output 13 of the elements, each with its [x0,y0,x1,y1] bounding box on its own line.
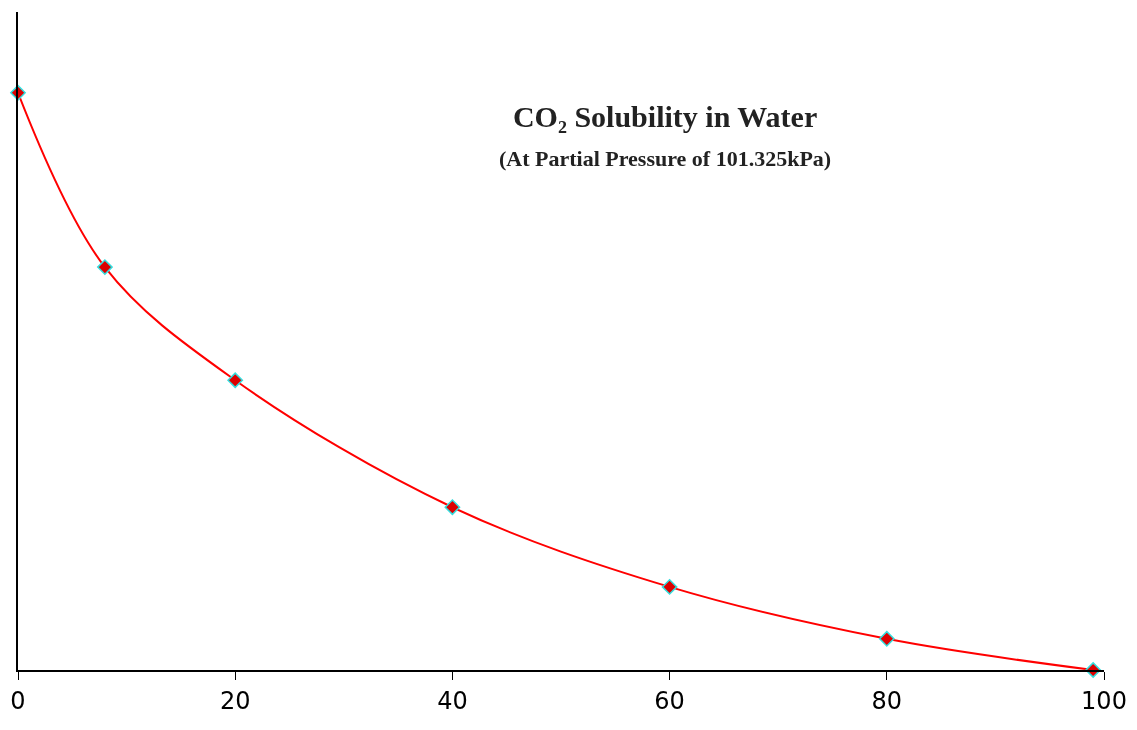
x-tick-label: 0 [10,686,26,715]
point [227,372,244,389]
point [444,499,461,516]
x-tick-label: 100 [1081,686,1127,715]
point [661,578,678,595]
point [96,259,113,276]
x-tick-label: 40 [437,686,468,715]
x-tick-label: 60 [654,686,685,715]
point [878,630,895,647]
x-tick-label: 20 [219,686,251,715]
chart-title: CO₂ Solubility in Water [512,100,818,133]
x-tick-label: 80 [871,686,903,715]
text: (At Partial Pressure of 101.325kPa) [499,146,832,171]
